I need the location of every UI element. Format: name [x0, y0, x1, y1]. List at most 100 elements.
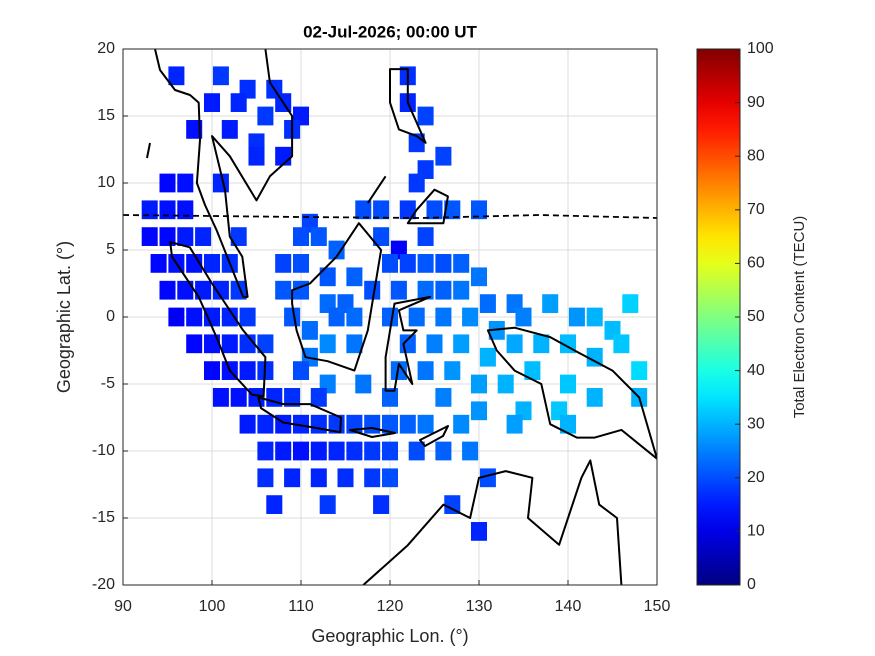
- tec-tile: [373, 495, 390, 514]
- colorbar: [696, 48, 741, 586]
- colorbar-tick-label: 30: [747, 415, 765, 432]
- coastline: [291, 222, 383, 372]
- tec-tile: [373, 200, 390, 220]
- x-tick-label: 110: [288, 598, 314, 615]
- tec-tile: [310, 414, 327, 434]
- coastline: [154, 49, 294, 298]
- tec-tile: [408, 173, 425, 193]
- tec-tile: [435, 441, 452, 461]
- y-tick-label: 10: [97, 174, 115, 191]
- tec-tile: [364, 414, 381, 434]
- coastline: [419, 425, 449, 447]
- colorbar-tick-label: 40: [747, 362, 765, 379]
- tec-tile: [203, 334, 221, 354]
- coastline: [362, 459, 623, 585]
- tec-tile: [622, 294, 639, 313]
- tec-tile: [470, 374, 488, 394]
- tec-tile: [177, 200, 194, 220]
- tec-tile: [506, 414, 523, 434]
- tec-tile: [230, 227, 247, 246]
- coastlines: [123, 49, 657, 585]
- tec-tile: [426, 200, 443, 220]
- tec-tile: [292, 361, 310, 380]
- coastline: [257, 396, 342, 434]
- tec-tile: [479, 294, 496, 313]
- tec-tile: [497, 374, 514, 394]
- tec-tile: [462, 307, 479, 327]
- tec-tile: [435, 307, 452, 327]
- tec-tile: [301, 321, 318, 340]
- y-tick-label: -10: [92, 442, 115, 459]
- coastline: [384, 295, 432, 392]
- tec-tile: [470, 401, 488, 421]
- tec-tile: [381, 254, 399, 273]
- tec-tile: [292, 414, 310, 434]
- tec-tile: [212, 66, 229, 86]
- tec-tile: [470, 267, 488, 287]
- coastline: [169, 241, 267, 398]
- colorbar-tick-label: 80: [747, 147, 765, 164]
- tec-tile: [444, 361, 461, 380]
- tec-tile: [435, 254, 452, 273]
- x-tick-label: 130: [466, 598, 493, 615]
- tec-tile: [390, 280, 407, 300]
- tec-tile: [186, 120, 203, 139]
- tec-tile: [266, 495, 283, 514]
- tec-tile: [310, 388, 327, 407]
- tec-tile: [435, 388, 452, 407]
- coastline: [389, 68, 427, 144]
- tec-tile: [364, 441, 381, 461]
- x-tick-label: 120: [377, 598, 404, 615]
- tec-tile: [275, 280, 292, 300]
- y-tick-label: -20: [92, 576, 115, 593]
- tec-tile: [284, 388, 301, 407]
- tec-tile: [417, 414, 434, 434]
- tec-tile: [524, 361, 541, 380]
- tec-tile: [444, 495, 461, 514]
- tec-tile: [364, 280, 381, 300]
- tec-tile: [453, 334, 470, 354]
- tec-tile: [275, 254, 292, 273]
- tec-tile: [239, 307, 256, 327]
- tec-tile: [319, 334, 336, 354]
- tec-tile: [373, 227, 390, 246]
- tec-tile: [203, 307, 221, 327]
- y-tick-label: 20: [97, 40, 115, 57]
- y-tick-label: -5: [101, 375, 115, 392]
- tec-tile: [346, 441, 363, 461]
- tec-tile: [177, 280, 194, 300]
- tec-tile: [417, 227, 434, 246]
- tec-tile: [542, 294, 559, 313]
- x-tick-label: 140: [555, 598, 582, 615]
- tec-tile: [399, 334, 416, 354]
- tec-tile: [159, 200, 176, 220]
- y-tick-label: 5: [106, 241, 115, 258]
- tec-tile: [328, 441, 345, 461]
- colorbar-tick-label: 70: [747, 201, 765, 218]
- tec-tile: [141, 200, 158, 220]
- tec-tile: [319, 495, 336, 514]
- y-tick-label: 15: [97, 107, 115, 124]
- tec-tile: [248, 146, 265, 166]
- tec-tile: [203, 361, 221, 380]
- tec-tile: [292, 441, 310, 461]
- tec-tile: [230, 388, 247, 407]
- colorbar-tick-label: 50: [747, 308, 765, 325]
- tec-tile: [221, 334, 238, 354]
- tec-tile: [257, 441, 274, 461]
- tec-tile: [381, 468, 399, 488]
- tec-tile: [328, 307, 345, 327]
- tec-tile: [462, 441, 479, 461]
- colorbar-tick-label: 10: [747, 523, 765, 540]
- tec-tile: [417, 254, 434, 273]
- tec-tile: [292, 254, 310, 273]
- tec-tile: [355, 374, 372, 394]
- tec-tile: [203, 93, 221, 112]
- tec-tile: [221, 307, 238, 327]
- tec-tile: [284, 468, 301, 488]
- tec-tile: [212, 280, 229, 300]
- tec-tile: [568, 307, 585, 327]
- tec-tile: [275, 146, 292, 166]
- tec-tile: [195, 227, 212, 246]
- tec-tile: [515, 307, 532, 327]
